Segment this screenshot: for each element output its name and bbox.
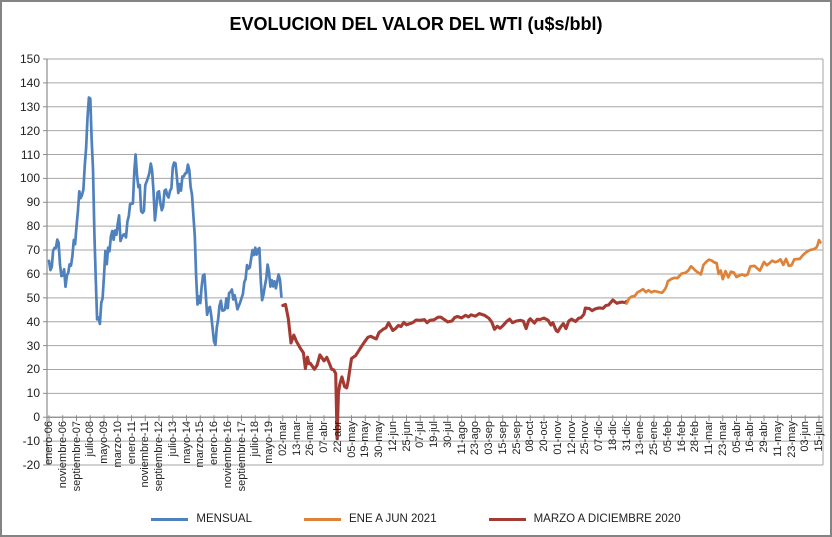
y-tick-label--20: -20 [22, 458, 40, 472]
x-tick-label-23-mar: 23-mar [716, 421, 729, 457]
x-tick-label-11-mar: 11-mar [703, 421, 715, 456]
y-tick-label-130: 130 [19, 99, 40, 114]
y-tick-label-150: 150 [19, 52, 40, 66]
legend-item-marzo-a-diciembre-2020: MARZO A DICIEMBRE 2020 [488, 513, 681, 525]
x-tick-label-25-ene: 25-ene [648, 421, 660, 456]
x-tick-label-05-feb: 05-feb [661, 421, 674, 453]
x-tick-label-03-sep: 03-sep [483, 421, 495, 455]
x-tick-label-05-abr: 05-abr [730, 421, 743, 454]
x-tick-label-enero-06: enero-06 [43, 421, 55, 466]
y-tick-label-80: 80 [26, 219, 40, 234]
y-tick-label-20: 20 [26, 362, 40, 377]
x-tick-label-18-dic: 18-dic [606, 421, 619, 452]
x-tick-label-marzo-15: marzo-15 [194, 421, 207, 468]
legend-label-mensual: MENSUAL [196, 513, 253, 525]
legend-label-marzo-a-diciembre-2020: MARZO A DICIEMBRE 2020 [533, 513, 681, 525]
x-tick-label-12-jun: 12-jun [386, 421, 399, 452]
x-tick-label-20-oct: 20-oct [538, 421, 550, 452]
x-tick-label-19-may: 19-may [359, 421, 372, 458]
x-tick-label-16-feb: 16-feb [675, 421, 688, 453]
x-tick-label-julio-18: julio-18 [249, 421, 262, 457]
x-tick-label-11-ago: 11-ago [455, 421, 468, 455]
y-tick-label-0: 0 [33, 410, 40, 425]
x-tick-label-31-dic: 31-dic [620, 421, 633, 452]
y-tick-label-70: 70 [26, 243, 40, 258]
x-tick-label-29-abr: 29-abr [758, 421, 770, 454]
x-tick-label-25-sep: 25-sep [510, 421, 523, 455]
y-tick-label-30: 30 [26, 338, 40, 353]
x-tick-label-07-jul: 07-jul [414, 421, 427, 449]
x-tick-label-26-mar: 26-mar [304, 421, 317, 457]
x-tick-label-septiembre-17: septiembre-17 [235, 421, 248, 492]
x-tick-label-noviembre-16: noviembre-16 [221, 421, 234, 489]
x-tick-label-19-jul: 19-jul [428, 421, 440, 449]
y-tick-label--10: -10 [22, 434, 40, 449]
x-tick-label-septiembre-07: septiembre-07 [70, 421, 83, 492]
x-tick-label-13-mar: 13-mar [290, 421, 303, 457]
x-tick-label-23-ago: 23-ago [469, 421, 482, 456]
legend: MENSUAL ENE A JUN 2021 MARZO A DICIEMBRE… [2, 513, 830, 525]
x-tick-label-07-dic: 07-dic [593, 421, 605, 452]
legend-line-ene-a-jun-2021 [304, 517, 342, 521]
x-tick-label-05-may: 05-may [345, 421, 358, 458]
x-tick-label-11-may: 11-may [771, 421, 784, 458]
y-tick-label-120: 120 [19, 123, 40, 138]
chart-title: EVOLUCION DEL VALOR DEL WTI (u$s/bbl) [229, 14, 603, 34]
x-tick-label-08-oct: 08-oct [524, 421, 537, 452]
series-marzo-a-diciembre-2020-line [281, 298, 629, 441]
x-tick-label-25-jun: 25-jun [400, 421, 413, 452]
x-tick-label-marzo-10: marzo-10 [111, 421, 124, 468]
legend-line-marzo-a-diciembre-2020 [488, 517, 526, 521]
y-tick-label-50: 50 [26, 290, 40, 305]
y-tick-label-110: 110 [20, 147, 40, 162]
x-tick-label-enero-11: enero-11 [125, 421, 138, 465]
legend-item-ene-a-jun-2021: ENE A JUN 2021 [304, 513, 437, 525]
x-tick-label-03-jun: 03-jun [799, 421, 812, 452]
x-tick-label-28-feb: 28-feb [689, 421, 702, 453]
x-tick-label-22-abr: 22-abr [331, 421, 344, 454]
legend-label-ene-a-jun-2021: ENE A JUN 2021 [349, 513, 437, 525]
x-tick-label-16-abr: 16-abr [744, 421, 757, 454]
y-tick-label-40: 40 [26, 314, 40, 329]
x-tick-label-23-may: 23-may [785, 421, 798, 458]
x-tick-label-15-sep: 15-sep [496, 421, 509, 455]
x-tick-label-julio-08: julio-08 [84, 421, 97, 457]
x-tick-label-mayo-14: mayo-14 [180, 421, 193, 465]
x-tick-label-mayo-09: mayo-09 [98, 421, 110, 465]
y-tick-label-140: 140 [19, 75, 40, 90]
x-tick-label-02-mar: 02-mar [276, 421, 289, 457]
x-tick-label-30-may: 30-may [373, 421, 385, 458]
x-tick-label-12-nov: 12-nov [565, 421, 578, 455]
y-tick-label-10: 10 [26, 386, 40, 401]
x-tick-label-julio-13: julio-13 [166, 421, 179, 457]
x-tick-label-13-ene: 13-ene [634, 421, 647, 456]
x-tick-label-septiembre-12: septiembre-12 [153, 421, 165, 492]
legend-item-mensual: MENSUAL [151, 513, 252, 525]
series-mensual-line [47, 96, 283, 347]
x-tick-label-30-jul: 30-jul [441, 421, 454, 449]
x-tick-label-25-nov: 25-nov [579, 421, 592, 455]
series-ene-a-jun-2021-line [625, 238, 822, 305]
x-tick-label-mayo-19: mayo-19 [263, 421, 275, 465]
y-tick-label-60: 60 [26, 266, 40, 281]
x-tick-label-noviembre-11: noviembre-11 [139, 421, 152, 488]
x-tick-label-enero-16: enero-16 [208, 421, 220, 466]
x-tick-label-07-abr: 07-abr [318, 421, 330, 454]
x-tick-label-noviembre-06: noviembre-06 [56, 421, 69, 489]
y-tick-label-90: 90 [26, 195, 40, 210]
x-tick-label-15-jun: 15-jun [813, 421, 825, 452]
y-tick-label-100: 100 [19, 171, 40, 186]
legend-line-mensual [151, 517, 189, 521]
x-tick-label-01-nov: 01-nov [551, 421, 564, 455]
